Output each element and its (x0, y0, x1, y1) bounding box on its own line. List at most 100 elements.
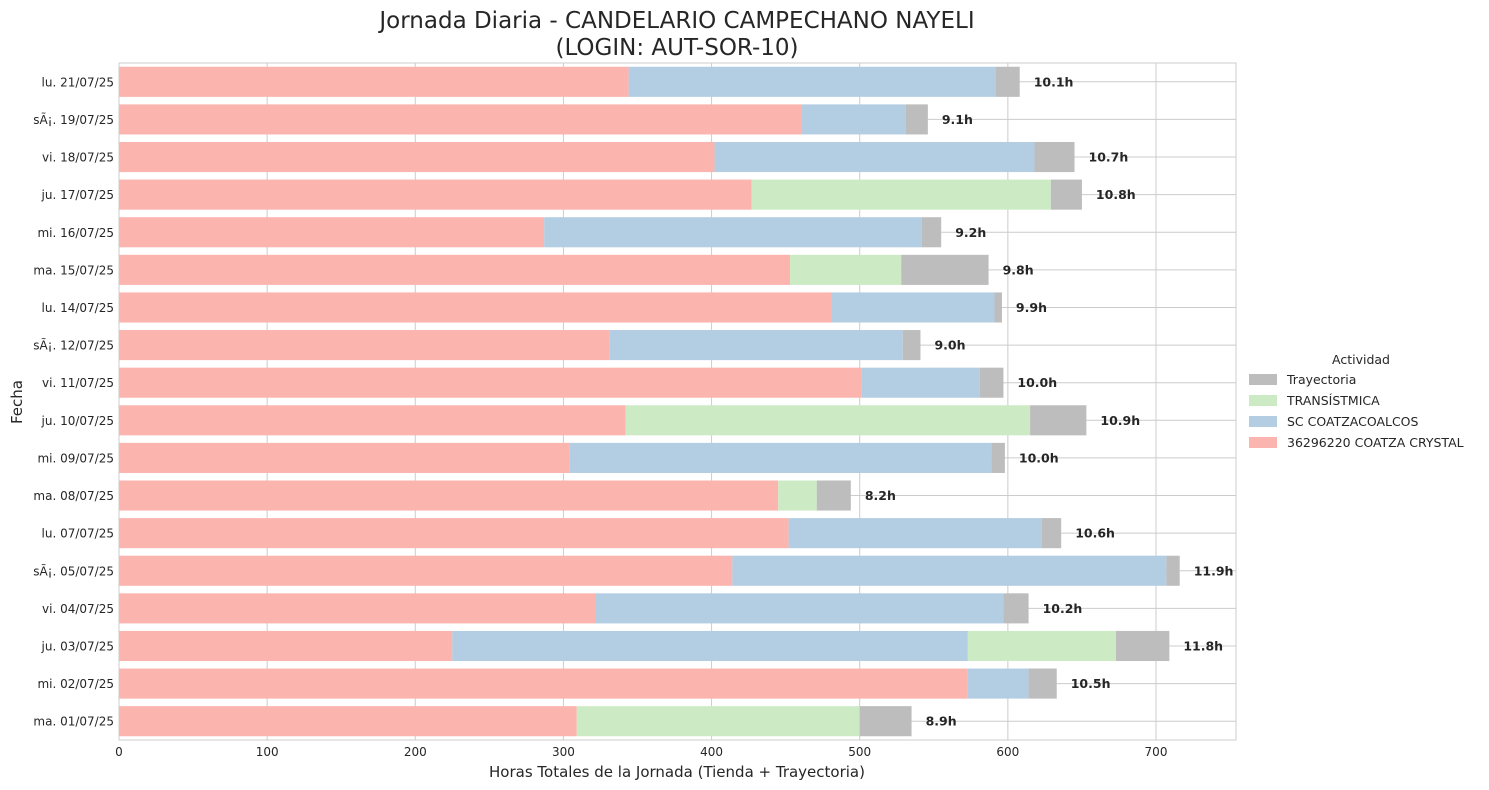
legend-swatch (1249, 395, 1277, 406)
y-tick-label: vi. 11/07/25 (42, 376, 114, 390)
x-axis-label: Horas Totales de la Jornada (Tienda + Tr… (489, 763, 865, 781)
bar-segment (119, 518, 789, 549)
total-hours-label: 10.1h (1034, 74, 1074, 89)
y-axis-label: Fecha (8, 380, 26, 424)
tick-layer: 0 100 200 300 400 500 600 700 lu. 21/07/25 sÃ¡. 1… (33, 75, 1167, 759)
bar-segment (714, 141, 1035, 173)
bar-segment (994, 292, 1002, 323)
bar-segment (119, 104, 802, 135)
y-tick-label: lu. 14/07/25 (42, 301, 114, 315)
bar-segment (751, 179, 1051, 210)
bar-segment (119, 66, 629, 97)
y-tick-label: ma. 15/07/25 (33, 263, 114, 277)
bar-segment (119, 593, 597, 624)
x-tick-label: 500 (848, 745, 871, 759)
total-hours-label: 8.2h (865, 488, 896, 503)
bar-segment (790, 254, 902, 285)
bar-segment (1050, 179, 1082, 210)
x-tick-label: 600 (996, 745, 1019, 759)
y-tick-label: ju. 10/07/25 (41, 414, 114, 428)
y-tick-label: mi. 02/07/25 (37, 677, 114, 691)
bar-segment (119, 367, 862, 398)
bar-segment (1166, 555, 1180, 586)
y-tick-label: sÃ¡. 12/07/25 (33, 338, 114, 353)
total-hours-label: 10.5h (1071, 676, 1111, 691)
total-hours-label: 10.7h (1089, 150, 1129, 165)
legend-entry-label: 36296220 COATZA CRYSTAL (1287, 435, 1464, 450)
bar-segment (905, 104, 928, 135)
bar-segment (831, 292, 995, 323)
bar-segment (119, 442, 570, 473)
bar-segment (119, 254, 791, 285)
total-hours-label: 10.0h (1019, 450, 1059, 465)
bar-segment (119, 179, 752, 210)
total-hours-label: 8.9h (926, 714, 957, 729)
y-tick-label: mi. 09/07/25 (37, 451, 114, 465)
total-hours-label: 10.0h (1017, 375, 1057, 390)
bar-segment (119, 706, 577, 737)
y-tick-label: sÃ¡. 19/07/25 (33, 112, 114, 127)
bar-segment (1116, 630, 1170, 662)
legend-title: Actividad (1332, 352, 1390, 367)
y-tick-label: vi. 04/07/25 (42, 602, 114, 616)
y-tick-label: ma. 01/07/25 (33, 715, 114, 729)
label-layer: 10.1h 9.1h 10.7h 10.8h 9.2h 9.8h 9.9h 9.0h 10.0h… (865, 74, 1234, 728)
legend-items: Trayectoria TRANSÍSTMICA SC COATZACOALCOS 3… (1249, 372, 1464, 450)
bar-segment (861, 367, 980, 398)
bar-segment (859, 706, 912, 737)
legend-swatch (1249, 437, 1277, 448)
legend-swatch (1249, 416, 1277, 427)
bar-segment (816, 480, 851, 511)
x-tick-label: 200 (404, 745, 427, 759)
bar-segment (119, 480, 779, 511)
bar-segment (967, 630, 1117, 662)
legend-entry-label: Trayectoria (1286, 372, 1356, 387)
bar-segment (119, 668, 968, 699)
bar-segment (119, 555, 733, 586)
total-hours-label: 9.2h (955, 225, 986, 240)
x-tick-label: 700 (1145, 745, 1168, 759)
total-hours-label: 9.9h (1016, 300, 1047, 315)
bar-segment (1034, 141, 1075, 173)
bar-segment (596, 593, 1004, 624)
bar-segment (544, 217, 922, 248)
bar-segment (1003, 593, 1029, 624)
bar-segment (991, 442, 1005, 473)
bar-segment (625, 405, 1031, 436)
bar-segment (788, 518, 1042, 549)
total-hours-label: 10.2h (1043, 601, 1083, 616)
plot-frame (118, 62, 1237, 741)
bar-segment (1028, 668, 1057, 699)
bar-segment (1030, 405, 1087, 436)
legend-entry-label: SC COATZACOALCOS (1287, 414, 1419, 429)
bar-segment (609, 330, 903, 361)
total-hours-label: 9.0h (934, 338, 965, 353)
total-hours-label: 9.8h (1003, 262, 1034, 277)
bar-segment (569, 442, 992, 473)
x-tick-label: 400 (700, 745, 723, 759)
y-tick-label: ju. 17/07/25 (41, 188, 114, 202)
bar-segment (902, 330, 921, 361)
bar-segment (576, 706, 860, 737)
y-tick-label: vi. 18/07/25 (42, 151, 114, 165)
bar-segment (119, 292, 832, 323)
bar-segment (628, 66, 997, 97)
bar-segment (901, 254, 989, 285)
x-tick-label: 100 (256, 745, 279, 759)
bar-segment (921, 217, 942, 248)
bar-segment (452, 630, 968, 662)
bar-layer (119, 66, 1180, 737)
x-tick-label: 300 (552, 745, 575, 759)
bar-segment (996, 66, 1020, 97)
bar-segment (119, 630, 453, 662)
bar-segment (1041, 518, 1062, 549)
total-hours-label: 9.1h (942, 112, 973, 127)
y-tick-label: sÃ¡. 05/07/25 (33, 563, 114, 578)
legend-swatch (1249, 374, 1277, 385)
total-hours-label: 10.9h (1100, 413, 1140, 428)
bar-segment (778, 480, 817, 511)
bar-segment (801, 104, 906, 135)
total-hours-label: 10.6h (1075, 526, 1115, 541)
